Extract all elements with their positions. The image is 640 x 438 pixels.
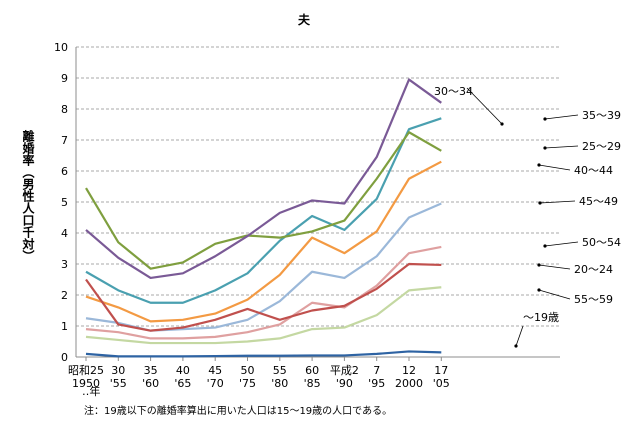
x-tick-label-era: 55 (273, 364, 287, 377)
y-tick-label: 4 (61, 227, 68, 240)
y-tick-label: 3 (61, 258, 68, 271)
label-pointer (539, 200, 576, 204)
x-tick-label-year: 1950 (72, 377, 100, 390)
x-tick-label-year: '75 (239, 377, 256, 390)
x-tick-label-year: '85 (304, 377, 321, 390)
label-pointer-head (514, 344, 518, 348)
x-tick-label-year: '55 (110, 377, 127, 390)
label-pointer-head (537, 288, 541, 292)
y-tick-label: 6 (61, 165, 68, 178)
x-tick-label-year: '60 (142, 377, 159, 390)
series-label: 20～24 (574, 263, 613, 276)
series-label: 40～44 (574, 164, 613, 177)
y-tick-label: 7 (61, 134, 68, 147)
series-label: ～19歳 (523, 311, 559, 324)
series-line-8 (85, 245, 442, 340)
series-label: 35～39 (582, 109, 621, 122)
series-label: 25～29 (582, 140, 621, 153)
label-pointer-head (537, 263, 541, 267)
x-tick-label-era: 60 (305, 364, 319, 377)
series-line-4 (85, 78, 442, 280)
series-line-9 (85, 286, 442, 345)
label-pointer-head (543, 146, 547, 150)
axes: 012345678910昭和25195030'5535'6040'6545'70… (54, 41, 560, 390)
series-line-5 (85, 117, 442, 304)
series-line-7 (85, 202, 442, 332)
y-tick-label: 9 (61, 72, 68, 85)
series-lines (85, 78, 442, 358)
x-tick-label-era: 30 (111, 364, 125, 377)
series-line-1 (85, 350, 442, 358)
label-pointer (515, 325, 524, 347)
x-tick-label-era: 17 (434, 364, 448, 377)
x-tick-label-era: 50 (241, 364, 255, 377)
x-tick-label-year: '65 (174, 377, 191, 390)
x-tick-label-year: '90 (336, 377, 353, 390)
label-pointer-head (543, 244, 547, 248)
series-label: 45～49 (579, 195, 618, 208)
x-tick-label-era: 45 (208, 364, 222, 377)
label-pointer (544, 241, 579, 247)
label-pointer-head (500, 122, 504, 126)
gridlines (76, 46, 560, 327)
label-pointer (544, 145, 579, 149)
x-tick-label-era: 12 (402, 364, 416, 377)
label-pointer (466, 87, 503, 125)
label-pointer-head (543, 117, 547, 121)
x-tick-label-year: '70 (207, 377, 224, 390)
label-pointer (544, 114, 579, 120)
y-tick-label: 5 (61, 196, 68, 209)
series-label: 55～59 (574, 293, 613, 306)
series-label: 50～54 (582, 236, 621, 249)
y-axis-label: 離婚率（男性人口千対） (21, 129, 35, 262)
x-tick-label-era: 40 (176, 364, 190, 377)
x-tick-label-era: 平成2 (330, 364, 359, 377)
x-tick-label-era: 昭和25 (68, 364, 104, 377)
y-tick-label: 10 (54, 41, 68, 54)
chart-title: 夫 (297, 12, 311, 27)
x-tick-label-year: 2000 (395, 377, 423, 390)
x-unit-note: ‥年 (82, 384, 100, 398)
footnote: 注：19歳以下の離婚率算出に用いた人口は15～19歳の人口である。 (84, 404, 392, 417)
y-tick-label: 2 (61, 289, 68, 302)
x-tick-label-year: '05 (433, 377, 450, 390)
y-tick-label: 1 (61, 320, 68, 333)
series-line-2 (85, 262, 442, 332)
series-line-6 (85, 160, 442, 323)
y-tick-label: 0 (61, 351, 68, 364)
series-line-3 (85, 131, 442, 270)
x-tick-label-era: 7 (373, 364, 380, 377)
x-tick-label-era: 35 (144, 364, 158, 377)
x-tick-label-year: '95 (368, 377, 385, 390)
label-pointer (538, 164, 571, 171)
y-tick-label: 8 (61, 103, 68, 116)
label-pointer-head (537, 163, 541, 167)
label-pointer (538, 289, 571, 300)
x-tick-label-year: '80 (271, 377, 288, 390)
series-labels: 30～34 35～39 25～29 40～44 45～49 50～54 20～24 55～59… (434, 85, 621, 348)
series-label: 30～34 (434, 85, 473, 98)
label-pointer (538, 264, 571, 270)
label-pointer-head (538, 201, 542, 205)
